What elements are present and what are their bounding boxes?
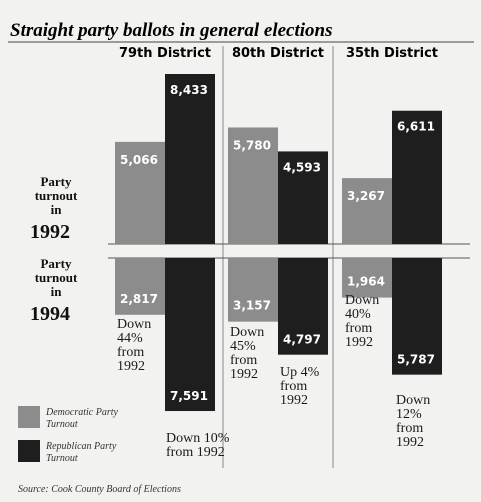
value-label-dem-1992: 5,780 (233, 138, 271, 152)
district-header: 79th District (119, 46, 211, 61)
row-label-text: Party (40, 174, 72, 189)
row-label-text: in (51, 284, 63, 299)
annotation-text: 12% (396, 407, 422, 422)
row-label-text: Party (40, 256, 72, 271)
row-label-year: 1994 (30, 303, 70, 325)
annotation-text: Down (230, 325, 264, 340)
annotation-text: 45% (230, 339, 256, 354)
annotation-text: 44% (117, 331, 143, 346)
source-note: Source: Cook County Board of Elections (18, 484, 181, 495)
bar-rep-1994 (392, 258, 442, 375)
row-label-text: in (51, 202, 63, 217)
annotation-text: from (230, 353, 257, 368)
value-label-dem-1994: 2,817 (120, 292, 158, 306)
annotation-text: Down 10% (166, 431, 230, 446)
annotation-text: 1992 (345, 335, 373, 350)
district-header: 80th District (232, 46, 324, 61)
annotation-text: 40% (345, 307, 371, 322)
value-label-rep-1994: 7,591 (170, 389, 208, 403)
value-label-dem-1992: 3,267 (347, 189, 385, 203)
annotation-text: 1992 (230, 367, 258, 382)
bar-rep-1992 (392, 110, 442, 244)
legend-label: Democratic Party (45, 407, 118, 418)
value-label-rep-1994: 5,787 (397, 353, 435, 367)
value-label-dem-1994: 1,964 (347, 275, 385, 289)
plot-area: 79th District 80th District 35th District 5… (18, 46, 470, 468)
row-label-text: turnout (35, 270, 78, 285)
chart-title: Straight party ballots in general electi… (10, 20, 333, 41)
legend-label: Turnout (46, 419, 78, 430)
bar-dem-1992 (228, 127, 278, 244)
annotation-text: from 1992 (166, 445, 225, 460)
annotation-text: 1992 (117, 359, 145, 374)
row-label-text: turnout (35, 188, 78, 203)
annotation-text: from (280, 379, 307, 394)
value-label-dem-1992: 5,066 (120, 153, 158, 167)
value-label-dem-1994: 3,157 (233, 299, 271, 313)
legend-swatch (18, 406, 40, 428)
bar-dem-1994 (115, 258, 165, 315)
row-label-year: 1992 (30, 221, 70, 243)
district-header: 35th District (346, 46, 438, 61)
annotation-text: from (117, 345, 144, 360)
legend-swatch (18, 440, 40, 462)
bar-rep-1994 (165, 258, 215, 412)
annotation-text: 1992 (280, 393, 308, 408)
bar-dem-1994 (228, 258, 278, 322)
bar-dem-1992 (342, 178, 392, 244)
annotation-text: Down (345, 293, 379, 308)
annotation-text: 1992 (396, 435, 424, 450)
annotation-text: from (345, 321, 372, 336)
annotation-text: from (396, 421, 423, 436)
bar-dem-1994 (342, 258, 392, 298)
bar-rep-1992 (278, 151, 328, 244)
value-label-rep-1994: 4,797 (283, 333, 321, 347)
value-label-rep-1992: 4,593 (283, 160, 321, 174)
bar-dem-1992 (115, 141, 165, 244)
annotation-text: Up 4% (280, 365, 320, 380)
legend-label: Republican Party (45, 441, 117, 452)
value-label-rep-1992: 8,433 (170, 83, 208, 97)
annotation-text: Down (117, 317, 151, 332)
bar-rep-1992 (165, 74, 215, 244)
value-label-rep-1992: 6,611 (397, 120, 435, 134)
legend-label: Turnout (46, 453, 78, 464)
annotation-text: Down (396, 393, 430, 408)
bar-rep-1994 (278, 258, 328, 355)
